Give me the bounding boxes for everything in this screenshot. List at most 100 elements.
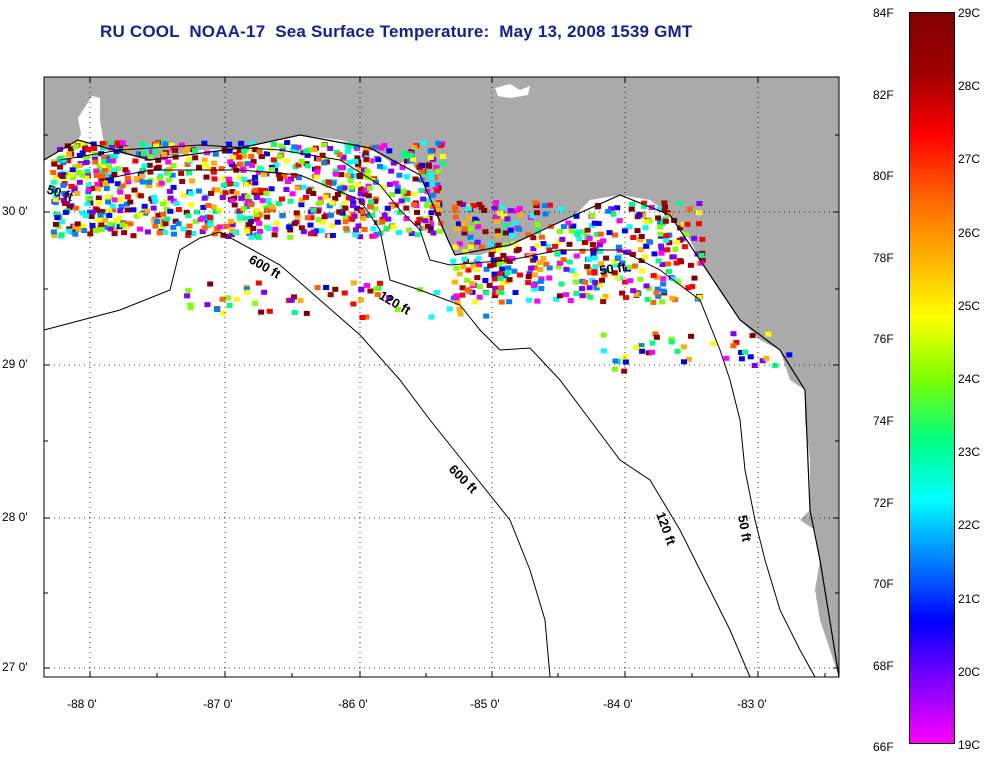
sst-pixel [431, 174, 438, 180]
sst-pixel [73, 205, 80, 211]
sst-pixel [491, 276, 498, 282]
sst-pixel [291, 294, 297, 300]
sst-pixel [279, 213, 286, 219]
sst-pixel [572, 272, 579, 278]
sst-pixel [677, 225, 684, 231]
sst-pixel [433, 165, 440, 171]
sst-pixel [674, 348, 681, 354]
sst-pixel [637, 237, 644, 243]
sst-pixel [530, 253, 537, 259]
sst-pixel [388, 168, 395, 174]
sst-pixel [314, 285, 321, 291]
sst-pixel [672, 246, 679, 252]
sst-pixel [459, 202, 466, 207]
colorbar-f-label: 82F [873, 87, 894, 102]
sst-pixel [563, 292, 569, 298]
sst-pixel [165, 159, 172, 165]
sst-pixel [696, 201, 703, 206]
sst-pixel [660, 281, 667, 287]
sst-pixel [269, 204, 276, 210]
sst-pixel [603, 255, 610, 261]
sst-pixel [528, 265, 535, 271]
sst-pixel [488, 241, 494, 247]
sst-pixel [511, 268, 518, 274]
sst-pixel [91, 146, 98, 151]
sst-pixel [546, 265, 553, 271]
sst-pixel [244, 200, 251, 206]
sst-pixel [698, 252, 705, 258]
sst-pixel [253, 207, 260, 213]
sst-pixel [371, 233, 378, 239]
sst-pixel [509, 256, 516, 262]
sst-pixel [167, 195, 174, 201]
sst-pixel [212, 151, 219, 157]
sst-pixel [434, 188, 441, 194]
sst-pixel [379, 184, 386, 190]
sst-pixel [188, 202, 195, 208]
sst-pixel [654, 274, 661, 280]
sst-pixel [238, 195, 245, 201]
sst-pixel [464, 277, 471, 283]
sst-pixel [452, 244, 459, 250]
sst-pixel [190, 231, 197, 236]
sst-pixel [171, 231, 177, 237]
sst-pixel [495, 247, 502, 253]
sst-pixel [52, 196, 59, 202]
sst-pixel [622, 359, 629, 365]
sst-pixel [772, 363, 779, 368]
sst-pixel [545, 244, 552, 250]
sst-pixel [201, 140, 208, 146]
sst-pixel [428, 314, 435, 320]
sst-pixel [153, 165, 160, 171]
sst-pixel [582, 279, 589, 285]
sst-pixel [386, 148, 393, 154]
sst-pixel [266, 308, 273, 314]
sst-pixel [117, 196, 124, 202]
sst-pixel [252, 187, 259, 193]
sst-pixel [106, 213, 113, 218]
sst-pixel [85, 147, 92, 153]
sst-pixel [642, 225, 649, 231]
sst-pixel [52, 174, 59, 180]
sst-pixel [450, 258, 457, 264]
sst-pixel [685, 356, 692, 362]
sst-pixel [420, 140, 427, 146]
sst-pixel [372, 198, 379, 204]
sst-pixel [637, 276, 644, 282]
sst-pixel [683, 232, 690, 237]
sst-pixel [79, 172, 86, 178]
sst-pixel [398, 198, 405, 204]
sst-pixel [629, 201, 636, 207]
sst-pixel [201, 161, 208, 167]
sst-pixel [396, 210, 403, 215]
sst-pixel [556, 293, 563, 299]
sst-pixel [453, 226, 460, 232]
sst-pixel [72, 144, 79, 150]
sst-pixel [696, 294, 703, 300]
sst-pixel [154, 140, 161, 146]
sst-pixel [226, 141, 233, 147]
sst-pixel [175, 207, 182, 212]
sst-pixel [341, 290, 348, 296]
sst-pixel [356, 166, 363, 172]
sst-pixel [497, 271, 504, 277]
sst-pixel [531, 282, 537, 288]
sst-pixel [456, 306, 463, 312]
sst-pixel [241, 148, 248, 154]
sst-pixel [180, 226, 187, 232]
sst-pixel [554, 251, 561, 257]
colorbar-c-label: 29C [958, 6, 981, 20]
sst-pixel [123, 224, 130, 229]
sst-pixel [426, 163, 433, 169]
sst-pixel [212, 209, 219, 215]
sst-pixel [347, 178, 354, 184]
sst-pixel [579, 248, 586, 254]
sst-pixel [643, 243, 650, 249]
sst-pixel [666, 240, 673, 246]
sst-pixel [560, 249, 567, 255]
colorbar-f-label: 68F [873, 658, 894, 673]
sst-pixel [105, 163, 112, 169]
sst-pixel [180, 192, 187, 198]
sst-pixel [71, 187, 78, 193]
sst-pixel [470, 239, 477, 244]
